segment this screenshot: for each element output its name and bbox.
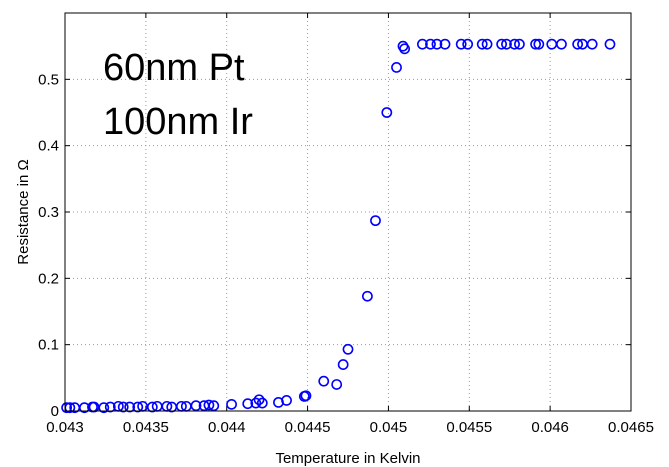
data-point (256, 397, 268, 409)
data-point (61, 402, 73, 414)
data-point (586, 38, 598, 50)
annotation-line-2: 100nm Ir (103, 101, 253, 143)
data-point (481, 38, 493, 50)
data-point (208, 400, 220, 412)
data-point (399, 43, 410, 55)
x-tick-label: 0.044 (208, 419, 246, 436)
data-point (370, 215, 381, 227)
y-tick-label: 0.5 (38, 71, 59, 88)
data-point (226, 398, 237, 410)
data-point (250, 397, 262, 409)
data-point (331, 379, 343, 390)
data-point (281, 394, 292, 406)
data-point (533, 38, 545, 50)
data-point (439, 38, 451, 50)
data-point (509, 38, 520, 50)
data-point (530, 38, 541, 50)
data-point (381, 107, 393, 118)
x-tick-labels: 0.043 0.0435 0.044 0.0445 0.045 0.0455 0.046 0.… (46, 419, 654, 436)
x-tick-label: 0.0435 (123, 419, 169, 436)
x-tick-label: 0.0465 (608, 419, 654, 436)
data-point (342, 343, 354, 355)
data-point (337, 359, 349, 370)
data-point (501, 38, 512, 50)
data-point (476, 38, 488, 50)
x-tick-label: 0.043 (46, 419, 84, 436)
x-tick-label: 0.0455 (446, 419, 492, 436)
data-point (556, 38, 567, 50)
x-tick-label: 0.0445 (285, 419, 331, 436)
y-tick-label: 0 (51, 403, 59, 420)
data-point (318, 375, 330, 387)
data-point (496, 38, 508, 50)
data-point (253, 394, 265, 406)
data-point (462, 38, 474, 50)
y-tick-label: 0.3 (38, 204, 59, 221)
data-point (98, 402, 110, 414)
y-tick-label: 0.2 (38, 270, 59, 287)
y-axis-label: Resistance in Ω (15, 159, 32, 264)
data-point (362, 290, 373, 302)
data-point (190, 400, 202, 412)
data-point (146, 401, 158, 413)
data-point (455, 38, 467, 50)
data-point (572, 38, 584, 50)
data-point (604, 38, 616, 50)
data-point (124, 401, 136, 413)
data-point (300, 390, 312, 402)
plot-frame (64, 12, 632, 412)
data-point (203, 399, 215, 411)
data-point (391, 61, 402, 73)
data-point (425, 38, 436, 50)
data-point (117, 401, 129, 413)
x-axis-label: Temperature in Kelvin (275, 450, 420, 467)
y-tick-label: 0.4 (38, 138, 59, 155)
data-point (104, 401, 116, 413)
y-tick-label: 0.1 (38, 337, 59, 354)
x-tick-label: 0.045 (370, 419, 408, 436)
data-point (514, 38, 525, 50)
data-point (431, 38, 443, 50)
x-tick-label: 0.046 (531, 419, 569, 436)
annotation-line-1: 60nm Pt (103, 47, 245, 89)
data-point (132, 401, 144, 413)
y-tick-labels: 0 0.1 0.2 0.3 0.4 0.5 (38, 71, 59, 420)
data-point (397, 40, 409, 52)
data-point (242, 398, 254, 410)
data-point (416, 38, 428, 50)
data-points (61, 38, 616, 414)
